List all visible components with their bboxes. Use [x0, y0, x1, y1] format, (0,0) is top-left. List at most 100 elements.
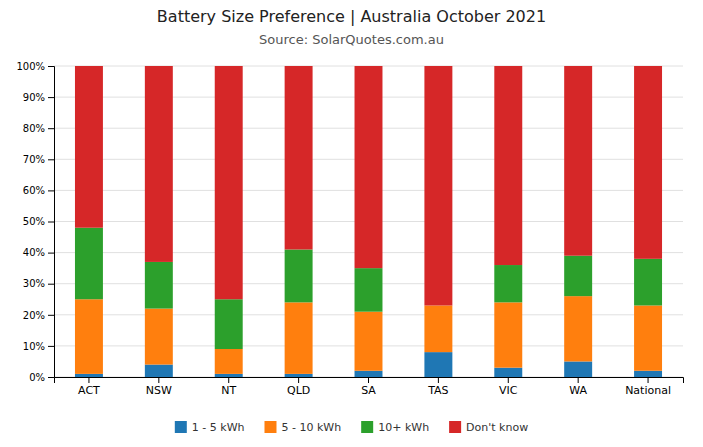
- bar: [285, 302, 313, 374]
- legend-item: 10+ kWh: [361, 421, 429, 434]
- tick-label: VIC: [499, 384, 518, 397]
- x-tick: NSW: [146, 377, 172, 397]
- y-tick: 50%: [23, 216, 54, 227]
- tick-mark: [88, 377, 89, 383]
- bar: [355, 66, 383, 268]
- legend-label: 1 - 5 kWh: [192, 421, 245, 434]
- bar: [494, 66, 522, 265]
- tick-label: 10%: [23, 341, 45, 352]
- x-axis: ACT NSW NT QLD SA TAS VIC WA National: [55, 377, 684, 397]
- grid: [54, 66, 683, 377]
- y-tick: 40%: [23, 247, 54, 258]
- chart-svg: Battery Size Preference | Australia Octo…: [0, 0, 703, 447]
- legend-item: 5 - 10 kWh: [264, 421, 341, 434]
- tick-mark: [48, 253, 54, 254]
- bar: [634, 66, 662, 259]
- x-tick: QLD: [287, 377, 310, 397]
- tick-label: 30%: [23, 278, 45, 289]
- x-tick: NT: [221, 377, 236, 397]
- bar: [145, 365, 173, 377]
- tick-label: TAS: [427, 384, 448, 397]
- tick-label: 40%: [23, 247, 45, 258]
- bar: [145, 309, 173, 365]
- tick-mark: [48, 346, 54, 347]
- legend-item: Don't know: [449, 421, 528, 434]
- legend-item: 1 - 5 kWh: [175, 421, 245, 434]
- bar: [75, 374, 103, 377]
- x-tick: SA: [361, 377, 376, 397]
- tick-label: NSW: [146, 384, 172, 397]
- tick-mark: [48, 377, 54, 378]
- chart-container: Battery Size Preference | Australia Octo…: [0, 0, 703, 447]
- bar: [634, 305, 662, 370]
- bar: [285, 374, 313, 377]
- plot: 0% 10% 20% 30% 40% 50% 60% 70% 80% 90% 100% ACT NSW N…: [16, 61, 683, 397]
- bar: [634, 259, 662, 306]
- tick-label: 100%: [16, 61, 45, 72]
- tick-label: National: [625, 384, 671, 397]
- legend-label: Don't know: [466, 421, 528, 434]
- bar: [355, 371, 383, 377]
- tick-label: 70%: [23, 154, 45, 165]
- legend-swatch: [175, 421, 187, 433]
- axis-line: [48, 67, 55, 378]
- subtitle: Source: SolarQuotes.com.au: [259, 32, 444, 47]
- tick-label: WA: [569, 384, 587, 397]
- bars: [75, 66, 662, 377]
- x-tick: TAS: [427, 377, 448, 397]
- tick-mark: [48, 284, 54, 285]
- y-tick: 90%: [23, 92, 54, 103]
- y-tick: 60%: [23, 185, 54, 196]
- bar: [75, 299, 103, 374]
- bar: [424, 66, 452, 305]
- tick-label: 20%: [23, 310, 45, 321]
- bar: [494, 265, 522, 302]
- y-tick: 20%: [23, 310, 54, 321]
- x-tick: VIC: [499, 377, 518, 397]
- legend-label: 10+ kWh: [378, 421, 429, 434]
- tick-mark: [48, 315, 54, 316]
- bar: [355, 268, 383, 312]
- x-tick: WA: [569, 377, 587, 397]
- tick-label: QLD: [287, 384, 310, 397]
- tick-label: 60%: [23, 185, 45, 196]
- tick-label: 50%: [23, 216, 45, 227]
- bar: [424, 305, 452, 352]
- y-axis: 0% 10% 20% 30% 40% 50% 60% 70% 80% 90% 100%: [16, 61, 54, 383]
- x-tick: ACT: [78, 377, 100, 397]
- tick-mark: [48, 222, 54, 223]
- y-tick: 10%: [23, 341, 54, 352]
- tick-label: SA: [361, 384, 376, 397]
- y-tick: 70%: [23, 154, 54, 165]
- y-tick: 80%: [23, 123, 54, 134]
- tick-mark: [648, 377, 649, 383]
- bar: [564, 361, 592, 377]
- axis-line: [55, 378, 684, 384]
- bar: [424, 352, 452, 377]
- tick-label: 0%: [29, 372, 45, 383]
- bar: [75, 66, 103, 228]
- y-tick: 30%: [23, 278, 54, 289]
- bar: [494, 302, 522, 367]
- bar: [355, 312, 383, 371]
- tick-mark: [508, 377, 509, 383]
- tick-mark: [48, 66, 54, 67]
- bar: [215, 299, 243, 349]
- tick-mark: [48, 97, 54, 98]
- bar: [215, 374, 243, 377]
- bar: [494, 368, 522, 377]
- bar: [285, 66, 313, 249]
- bar: [215, 66, 243, 299]
- y-tick: 100%: [16, 61, 54, 72]
- tick-mark: [48, 128, 54, 129]
- y-tick: 0%: [29, 372, 54, 383]
- tick-mark: [158, 377, 159, 383]
- bar: [145, 262, 173, 309]
- bar: [145, 66, 173, 262]
- legend-swatch: [449, 421, 461, 433]
- tick-label: ACT: [78, 384, 100, 397]
- bar: [564, 296, 592, 361]
- legend: 1 - 5 kWh 5 - 10 kWh 10+ kWh Don't know: [175, 421, 528, 434]
- tick-label: 90%: [23, 92, 45, 103]
- bar: [215, 349, 243, 374]
